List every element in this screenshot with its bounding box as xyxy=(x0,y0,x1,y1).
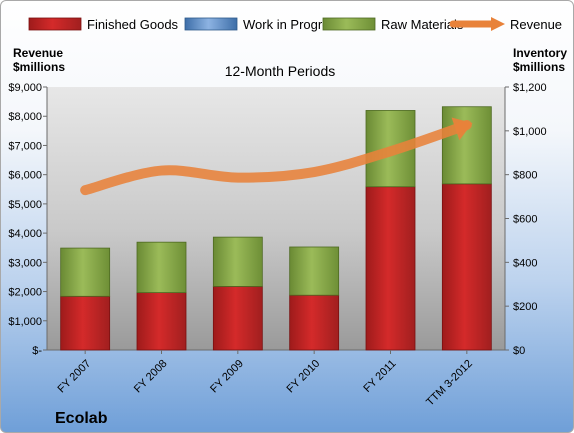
left-tick-label: $7,000 xyxy=(8,140,42,152)
bar-finished-goods-fy-2007 xyxy=(60,295,111,351)
left-tick-label: $8,000 xyxy=(8,111,42,123)
bar-series-group xyxy=(60,106,492,351)
legend-item-finished-goods: Finished Goods xyxy=(28,17,179,32)
right-tick-label: $1,000 xyxy=(513,126,547,138)
left-tick-label: $5,000 xyxy=(8,199,42,211)
legend-item-revenue: Revenue xyxy=(449,17,562,32)
company-name: Ecolab xyxy=(55,410,108,427)
left-tick-label: $3,000 xyxy=(8,257,42,269)
bar-raw-materials-fy-2009 xyxy=(212,236,263,287)
legend-swatch-work-in-progress xyxy=(184,17,238,31)
right-axis-title-line2: $millions xyxy=(513,60,565,74)
left-axis-title-line2: $millions xyxy=(13,60,65,74)
x-tick-label: FY 2007 xyxy=(56,358,94,396)
x-tick-label: FY 2010 xyxy=(285,358,323,396)
left-axis-ticks: $- $1,000 $2,000 $3,000 $4,000 $5,000 $6,000 $7… xyxy=(8,82,47,357)
x-axis-ticks: FY 2007 FY 2008 FY 2009 FY 2010 FY 2011 TTM 3… xyxy=(56,350,475,408)
left-tick-label: $1,000 xyxy=(8,316,42,328)
revenue-arrowhead xyxy=(451,117,473,141)
right-tick-label: $0 xyxy=(513,345,525,357)
right-tick-label: $400 xyxy=(513,257,537,269)
left-tick-label: $2,000 xyxy=(8,287,42,299)
plot-area xyxy=(47,87,505,350)
left-axis-title-line1: Revenue xyxy=(13,46,63,60)
legend-item-work-in-progress: Work in Progress xyxy=(184,17,343,32)
revenue-series-group xyxy=(80,117,473,196)
right-axis-title-line1: Inventory xyxy=(513,46,567,60)
left-tick-label: $4,000 xyxy=(8,228,42,240)
legend-swatch-raw-materials xyxy=(322,17,376,31)
legend: Finished Goods Work in Progress Raw Mate… xyxy=(28,17,562,32)
bar-finished-goods-fy-2008 xyxy=(136,292,187,351)
bar-raw-materials-fy-2010 xyxy=(289,246,340,296)
bar-finished-goods-fy-2011 xyxy=(365,186,416,351)
x-tick-label: FY 2008 xyxy=(132,358,170,396)
bar-raw-materials-fy-2007 xyxy=(60,247,111,297)
bar-finished-goods-ttm-3-2012 xyxy=(441,183,492,351)
legend-swatch-finished-goods xyxy=(28,17,82,31)
right-tick-label: $200 xyxy=(513,301,537,313)
legend-label-raw-materials: Raw Materials xyxy=(381,17,464,32)
revenue-line xyxy=(80,119,472,196)
legend-item-raw-materials: Raw Materials xyxy=(322,17,464,32)
x-tick-label: FY 2009 xyxy=(208,358,246,396)
x-tick-label: FY 2011 xyxy=(361,358,398,395)
x-tick-label: TTM 3-2012 xyxy=(424,358,475,409)
legend-label-finished-goods: Finished Goods xyxy=(87,17,179,32)
right-tick-label: $600 xyxy=(513,214,537,226)
legend-label-revenue: Revenue xyxy=(510,17,562,32)
right-tick-label: $800 xyxy=(513,170,537,182)
left-tick-label: $9,000 xyxy=(8,82,42,94)
legend-label-work-in-progress: Work in Progress xyxy=(243,17,343,32)
left-tick-label: $6,000 xyxy=(8,170,42,182)
right-tick-label: $1,200 xyxy=(513,82,547,94)
legend-swatch-revenue-arrow xyxy=(491,17,505,31)
bar-raw-materials-ttm-3-2012 xyxy=(441,106,492,185)
bar-finished-goods-fy-2009 xyxy=(212,286,263,351)
bar-finished-goods-fy-2010 xyxy=(289,294,340,351)
bar-raw-materials-fy-2008 xyxy=(136,241,187,293)
left-tick-label: $- xyxy=(32,345,42,357)
chart-title: 12-Month Periods xyxy=(225,63,336,79)
right-axis-ticks: $0 $200 $400 $600 $800 $1,000 $1,200 xyxy=(505,82,547,357)
